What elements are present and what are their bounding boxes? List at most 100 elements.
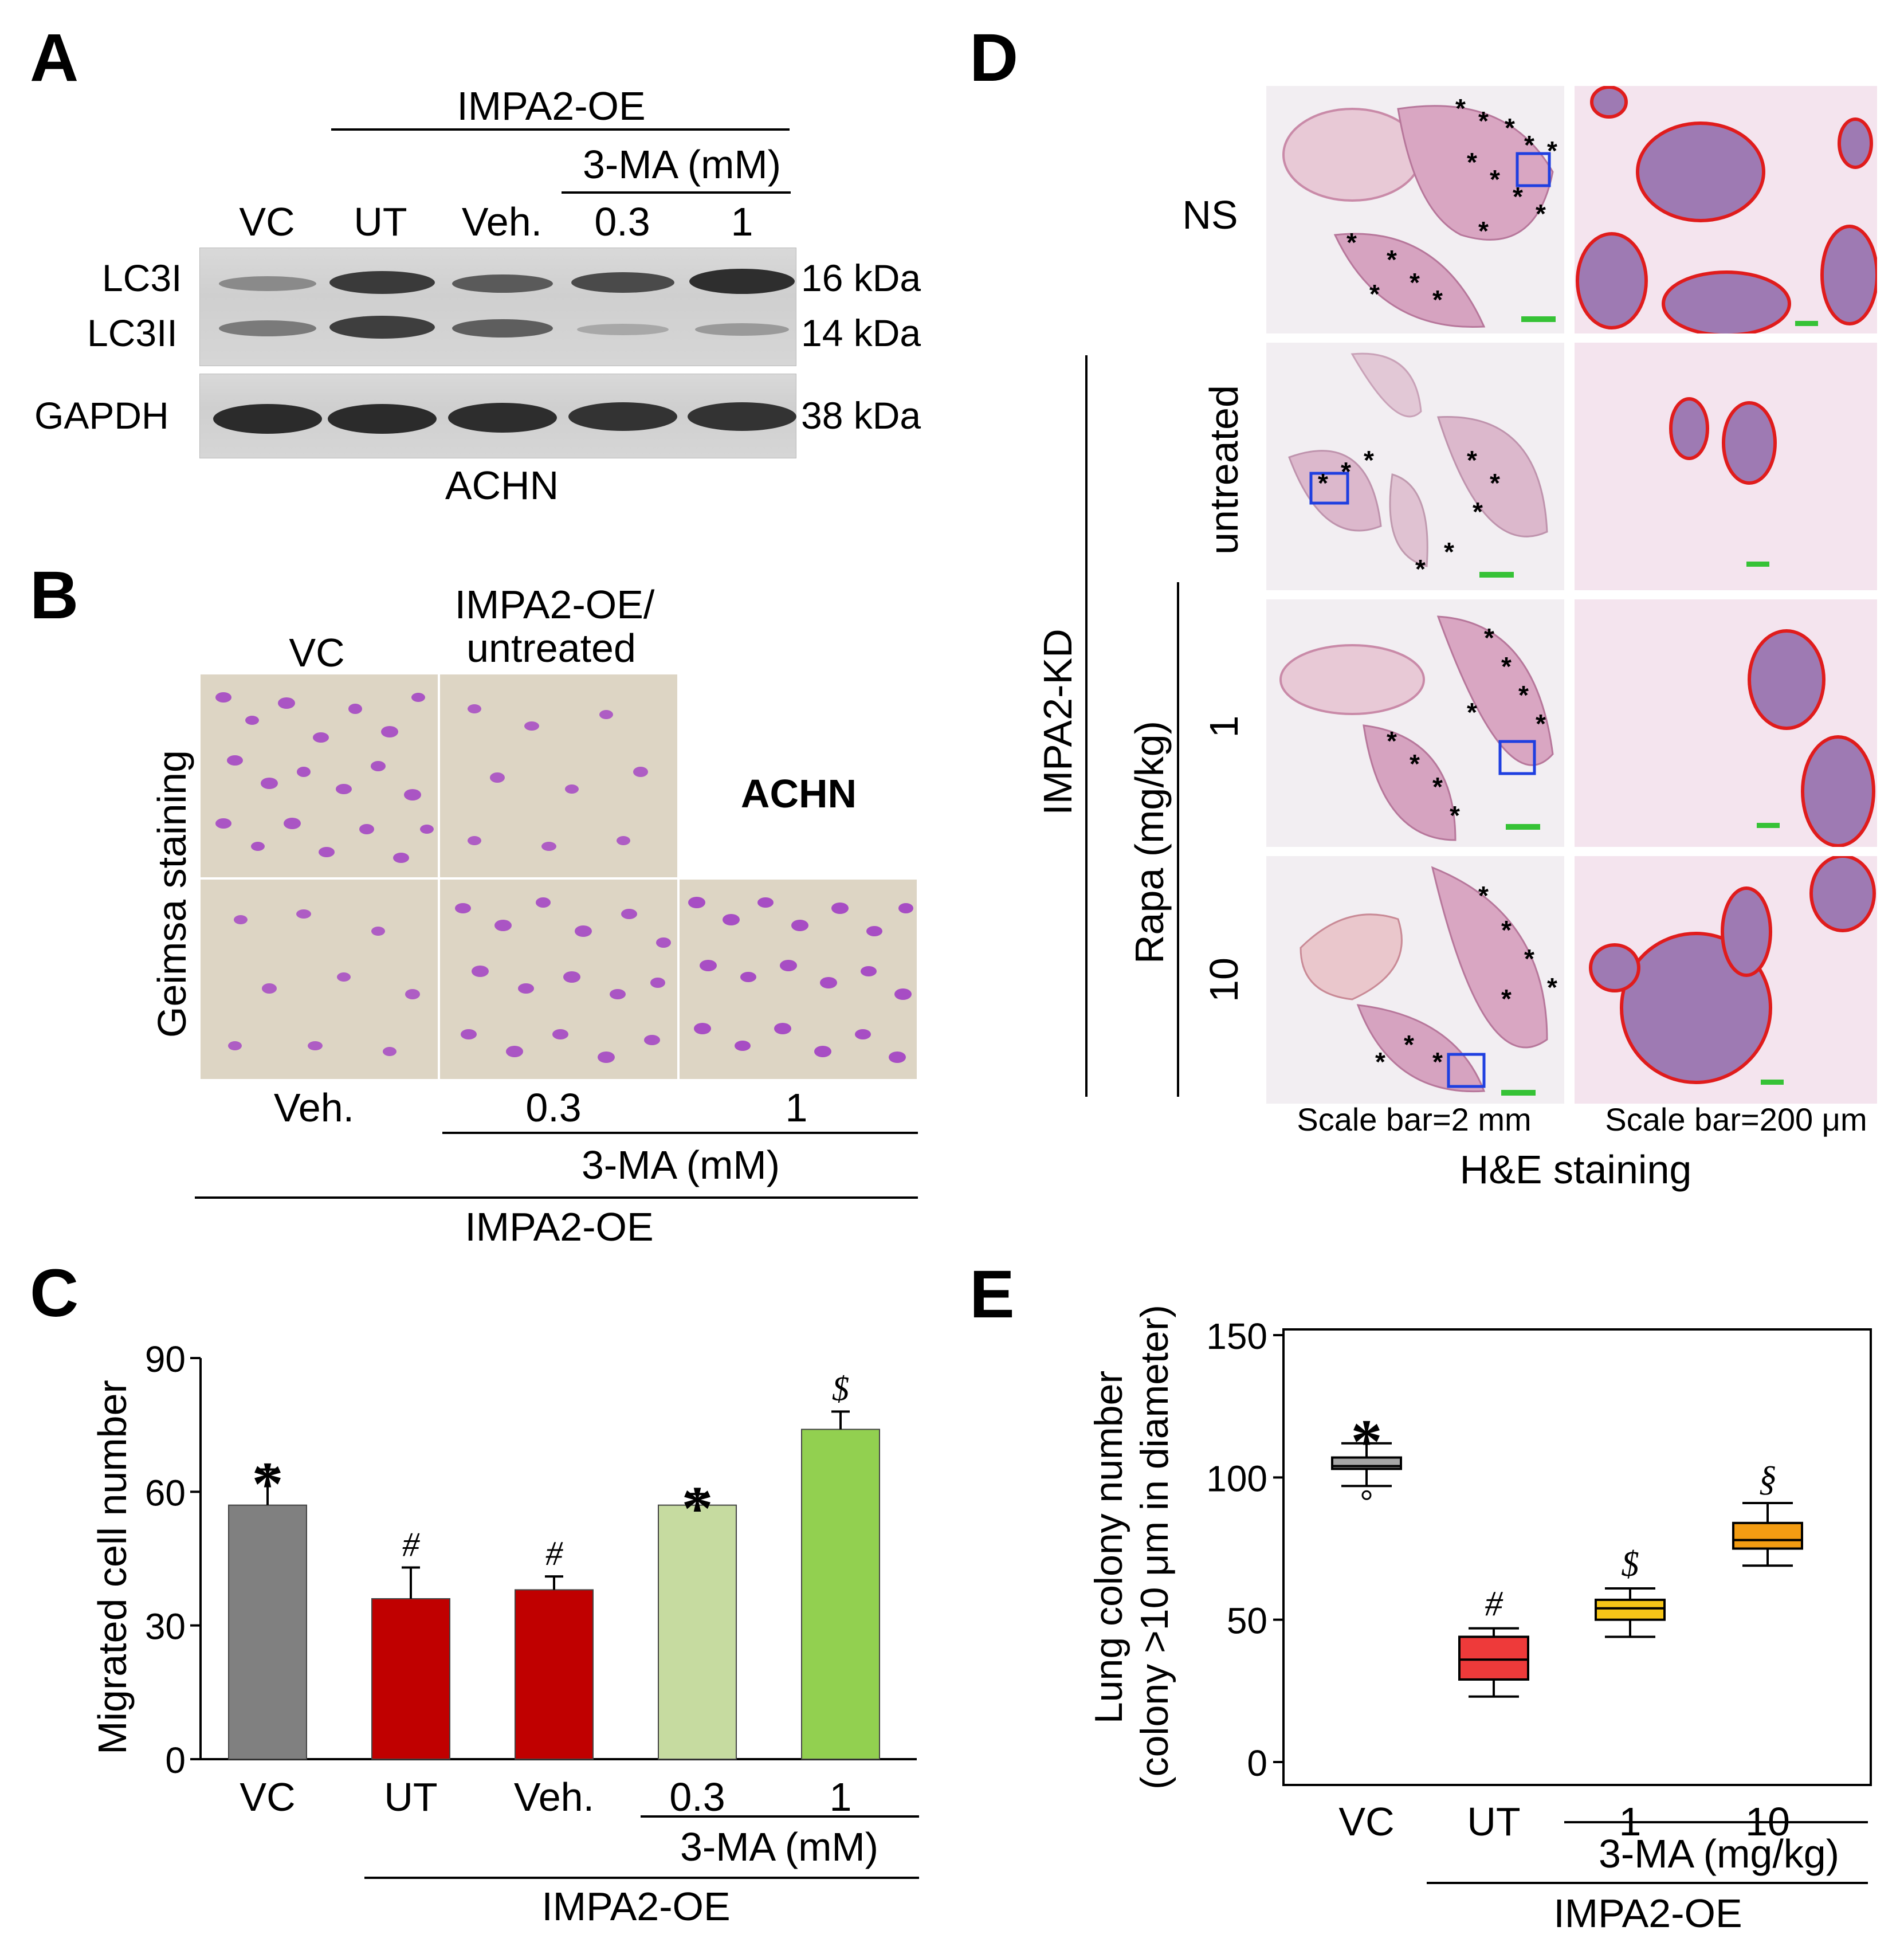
a-row-label-lc3ii: LC3II xyxy=(87,312,178,354)
lung-section xyxy=(1288,352,1548,578)
lung-section xyxy=(1300,866,1548,1096)
d-row-label-untreated: untreated xyxy=(1202,385,1246,555)
a-kda-16: 16 kDa xyxy=(801,257,921,299)
box xyxy=(1458,1635,1529,1681)
d-stain-label: H&E staining xyxy=(1459,1147,1692,1192)
tumor-colonies xyxy=(1748,629,1875,847)
y-tick-label: 30 xyxy=(145,1606,186,1647)
x-tick-label: UT xyxy=(384,1775,437,1819)
migration-cells xyxy=(468,704,648,851)
he-lung-low-untreated xyxy=(1266,343,1564,590)
d-row-label-10: 10 xyxy=(1202,958,1246,1002)
y-tick-label: 150 xyxy=(1206,1316,1267,1357)
significance-marker: # xyxy=(545,1535,563,1572)
d-row-label-1: 1 xyxy=(1202,715,1246,738)
western-blot-lc3 xyxy=(199,248,796,366)
lung-section xyxy=(1279,615,1554,841)
he-lung-low-rapa-1 xyxy=(1266,599,1564,847)
migration-cells xyxy=(228,909,420,1056)
c-group-label-1: 3-MA (mM) xyxy=(680,1824,879,1869)
y-tick-label: 0 xyxy=(165,1740,186,1781)
a-kda-14: 14 kDa xyxy=(801,312,921,354)
a-subgroup-line xyxy=(562,191,791,194)
lc3-bands xyxy=(219,269,795,339)
he-lung-high-ns xyxy=(1575,86,1877,333)
migration-cells xyxy=(215,692,434,863)
tumor-colonies xyxy=(1669,397,1777,567)
bar xyxy=(228,1504,307,1760)
a-header-subgroup: 3-MA (mM) xyxy=(582,142,782,187)
d-subgroup-label: Rapa (mg/kg) xyxy=(1127,720,1172,964)
lung-section xyxy=(1282,105,1556,328)
a-lane-label: 0.3 xyxy=(594,199,650,244)
significance-marker: * xyxy=(682,1473,713,1543)
e-group-line-2 xyxy=(1427,1882,1868,1884)
a-lane-label: Veh. xyxy=(461,199,543,244)
d-scale-left: Scale bar=2 mm xyxy=(1297,1101,1532,1137)
a-header-group: IMPA2-OE xyxy=(457,84,646,128)
bar-chart: 0 30 60 90 * VC # UT # Veh. * 0.3 $1 xyxy=(145,1339,917,1819)
b-cell-line: ACHN xyxy=(740,771,857,816)
migration-image-3ma-1 xyxy=(678,878,918,1080)
b-bottom-label-1: 1 xyxy=(785,1085,808,1130)
significance-marker: * xyxy=(1351,1407,1383,1477)
b-group-line-2 xyxy=(195,1196,918,1199)
panel-label-b: B xyxy=(30,558,79,633)
migration-image-untreated xyxy=(439,673,678,878)
x-tick-label: UT xyxy=(1467,1799,1520,1844)
panel-label-e: E xyxy=(969,1257,1015,1332)
b-bottom-label-0-3: 0.3 xyxy=(525,1085,582,1130)
a-lane-label: UT xyxy=(354,199,407,244)
migration-cells xyxy=(455,897,671,1063)
y-tick-label: 50 xyxy=(1227,1600,1267,1642)
c-group-line-1 xyxy=(641,1815,919,1818)
he-lung-high-rapa-10 xyxy=(1575,856,1877,1104)
significance-marker: $ xyxy=(832,1370,849,1407)
he-lung-low-ns xyxy=(1266,86,1564,333)
y-tick-label: 90 xyxy=(145,1339,186,1380)
he-lung-high-rapa-1 xyxy=(1575,599,1877,847)
outlier xyxy=(1361,1490,1372,1500)
he-lung-low-rapa-10 xyxy=(1266,856,1564,1104)
migration-image-veh xyxy=(199,878,439,1080)
b-side-label: Geimsa staining xyxy=(150,750,194,1038)
bar xyxy=(801,1429,880,1760)
x-tick-label: VC xyxy=(240,1775,295,1819)
e-group-label-2: IMPA2-OE xyxy=(1553,1891,1742,1936)
e-group-label-1: 3-MA (mg/kg) xyxy=(1598,1831,1840,1876)
significance-marker: # xyxy=(402,1526,420,1564)
box xyxy=(1595,1598,1666,1621)
plot-frame xyxy=(1282,1328,1872,1786)
d-row-label-ns: NS xyxy=(1182,193,1238,237)
y-tick-label: 0 xyxy=(1247,1743,1267,1784)
bar xyxy=(515,1589,594,1760)
b-col-label-oe-1: IMPA2-OE/ xyxy=(454,582,655,627)
e-ylabel-line1: Lung colony number xyxy=(1087,1370,1130,1724)
significance-marker: # xyxy=(1485,1585,1503,1624)
migration-image-3ma-0-3 xyxy=(439,878,678,1080)
western-blot-gapdh xyxy=(199,374,796,458)
b-col-label-oe-2: untreated xyxy=(466,626,636,670)
y-tick-label: 100 xyxy=(1206,1458,1267,1499)
box xyxy=(1732,1521,1803,1550)
d-group-line xyxy=(1085,355,1088,1097)
d-group-label: IMPA2-KD xyxy=(1035,629,1080,815)
d-subgroup-line xyxy=(1177,582,1179,1097)
migration-cells xyxy=(688,897,913,1063)
panel-label-c: C xyxy=(30,1255,79,1331)
tumor-colonies xyxy=(1589,856,1876,1085)
y-tick-label: 60 xyxy=(145,1472,186,1513)
bar xyxy=(658,1504,737,1760)
a-cell-line: ACHN xyxy=(445,463,559,508)
b-col-label-vc: VC xyxy=(289,630,345,675)
a-kda-38: 38 kDa xyxy=(801,394,921,437)
b-bottom-group: 3-MA (mM) xyxy=(581,1143,780,1187)
b-group-line-1 xyxy=(442,1132,918,1134)
x-tick-label: 0.3 xyxy=(669,1775,725,1819)
he-lung-high-untreated xyxy=(1575,343,1877,590)
panel-label-a: A xyxy=(30,20,79,96)
x-tick-label: VC xyxy=(1338,1799,1394,1844)
x-tick-label: Veh. xyxy=(514,1775,594,1819)
a-row-label-lc3i: LC3I xyxy=(102,257,182,299)
